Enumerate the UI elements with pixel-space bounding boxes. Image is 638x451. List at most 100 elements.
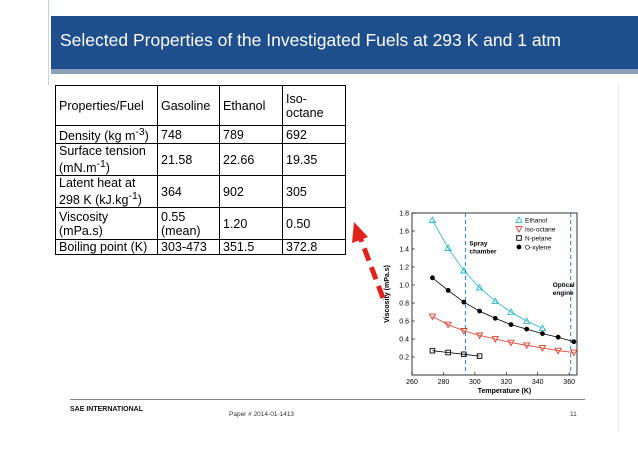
footer-page-number: 11 xyxy=(570,411,577,418)
footer-organization: SAE INTERNATIONAL xyxy=(70,406,143,413)
data-point xyxy=(507,339,515,347)
title-banner xyxy=(51,16,638,74)
data-point xyxy=(508,322,514,327)
cell-surface-tension-iso-octane: 19.35 xyxy=(282,143,346,177)
row-viscosity-label: Viscosity (mPa.s) xyxy=(55,207,158,241)
header-iso-octane: Iso-octane xyxy=(282,85,346,126)
data-point xyxy=(516,244,522,250)
series-iso-octane xyxy=(428,313,578,357)
data-point xyxy=(444,321,452,329)
cell-latent-heat-ethanol: 902 xyxy=(219,175,283,209)
header-ethanol: Ethanol xyxy=(219,85,283,126)
data-point xyxy=(571,339,577,345)
cell-viscosity-ethanol: 1.20 xyxy=(219,207,283,241)
data-point xyxy=(554,347,562,355)
data-point xyxy=(428,216,437,224)
series-line xyxy=(432,220,543,329)
y-tick-label: 0.4 xyxy=(399,337,409,344)
y-tick-label: 1.0 xyxy=(399,283,409,290)
row-surface-tension-label: Surface tension (mN.m-1) xyxy=(55,143,158,177)
table-row: Surface tension (mN.m-1) 21.58 22.66 19.… xyxy=(55,143,346,177)
corner-guide-line xyxy=(48,0,49,85)
cell-density-ethanol: 789 xyxy=(219,124,283,145)
y-tick-label: 0.8 xyxy=(399,301,409,308)
data-point xyxy=(428,313,437,321)
y-axis-label: Viscosity (mPa.s) xyxy=(384,265,391,323)
x-tick-label: 260 xyxy=(406,379,418,386)
data-point xyxy=(538,324,547,332)
y-tick-label: 1.8 xyxy=(399,211,409,218)
cell-density-gasoline: 748 xyxy=(157,124,220,145)
row-density-label: Density (kg m-3) xyxy=(55,124,158,145)
x-tick-label: 340 xyxy=(532,379,544,386)
data-point xyxy=(538,345,547,352)
row-latent-heat-label: Latent heat at 298 K (kJ.kg-1) xyxy=(55,175,158,209)
legend-entry: Iso-octane xyxy=(525,227,556,234)
series-line xyxy=(432,350,480,357)
series-o-xylene xyxy=(430,275,577,345)
y-tick-label: 1.2 xyxy=(399,265,409,272)
data-point xyxy=(430,275,435,281)
table-header-row: Properties/Fuel Gasoline Ethanol Iso-oct… xyxy=(55,85,346,126)
data-point xyxy=(461,299,467,305)
cell-viscosity-iso-octane: 0.50 xyxy=(282,207,346,241)
cell-surface-tension-gasoline: 21.58 xyxy=(157,143,220,177)
legend-entry: Ethanol xyxy=(525,218,548,225)
x-tick-label: 300 xyxy=(469,379,481,386)
spray-chamber-label: Spray xyxy=(469,240,487,247)
data-point xyxy=(475,332,484,340)
table-row: Boiling point (K) 303-473 351.5 372.8 xyxy=(55,239,346,256)
data-point xyxy=(491,336,500,343)
y-tick-label: 1.6 xyxy=(399,229,409,236)
data-point xyxy=(522,342,531,350)
cell-latent-heat-gasoline: 364 xyxy=(157,175,220,209)
fuel-properties-table: Properties/Fuel Gasoline Ethanol Iso-oct… xyxy=(55,85,346,256)
data-point xyxy=(444,244,452,251)
data-point xyxy=(461,351,467,358)
legend-entry: N-petane xyxy=(525,236,552,243)
viscosity-temperature-chart: 260 280 300 320 340 360 0.2 0.4 0.6 0.8 1.0 1.2 1.4 1… xyxy=(384,211,578,395)
cell-density-iso-octane: 692 xyxy=(282,124,346,145)
data-point xyxy=(445,349,451,356)
cell-boiling-point-iso-octane: 372.8 xyxy=(282,239,346,256)
y-tick-label: 0.6 xyxy=(399,319,409,326)
row-density-text: Density (kg m-3) xyxy=(59,127,149,144)
cell-latent-heat-iso-octane: 305 xyxy=(282,175,346,209)
data-point xyxy=(491,297,500,305)
series-line xyxy=(432,277,574,343)
footer-rule xyxy=(70,399,585,400)
cell-boiling-point-gasoline: 303-473 xyxy=(157,239,220,256)
data-point xyxy=(492,315,498,321)
data-point xyxy=(515,216,523,223)
data-point xyxy=(540,331,545,336)
cell-surface-tension-ethanol: 22.66 xyxy=(219,143,283,177)
data-point xyxy=(522,317,531,324)
data-point xyxy=(507,308,515,315)
x-axis-label: Temperature (K) xyxy=(478,388,532,395)
chart-legend: Ethanol Iso-octane N-petane O-xylene xyxy=(515,216,556,252)
data-point xyxy=(516,235,522,241)
data-point xyxy=(515,226,523,233)
series-n-petane xyxy=(429,347,483,359)
table-row: Latent heat at 298 K (kJ.kg-1) 364 902 3… xyxy=(55,175,346,209)
spray-chamber-label: chamber xyxy=(469,248,497,255)
series-line xyxy=(432,316,574,353)
data-point xyxy=(477,308,482,314)
optical-engine-label: Optical xyxy=(553,282,575,289)
x-tick-label: 280 xyxy=(438,379,450,386)
series-ethanol xyxy=(428,216,547,332)
optical-engine-label: engine xyxy=(553,290,574,297)
data-point xyxy=(445,288,451,293)
slide-title: Selected Properties of the Investigated … xyxy=(60,30,561,50)
header-gasoline: Gasoline xyxy=(157,85,220,126)
data-point xyxy=(555,334,561,340)
row-boiling-point-label: Boiling point (K) xyxy=(55,239,158,256)
y-tick-label: 1.4 xyxy=(399,247,409,254)
footer-paper-number: Paper # 2014-01-1413 xyxy=(229,411,295,418)
arrow-head-icon xyxy=(352,222,368,243)
y-tick-label: 0.2 xyxy=(399,355,409,362)
right-guide-line xyxy=(618,85,619,430)
data-point xyxy=(475,283,484,291)
legend-entry: O-xylene xyxy=(525,245,551,252)
plot-frame xyxy=(411,212,578,376)
